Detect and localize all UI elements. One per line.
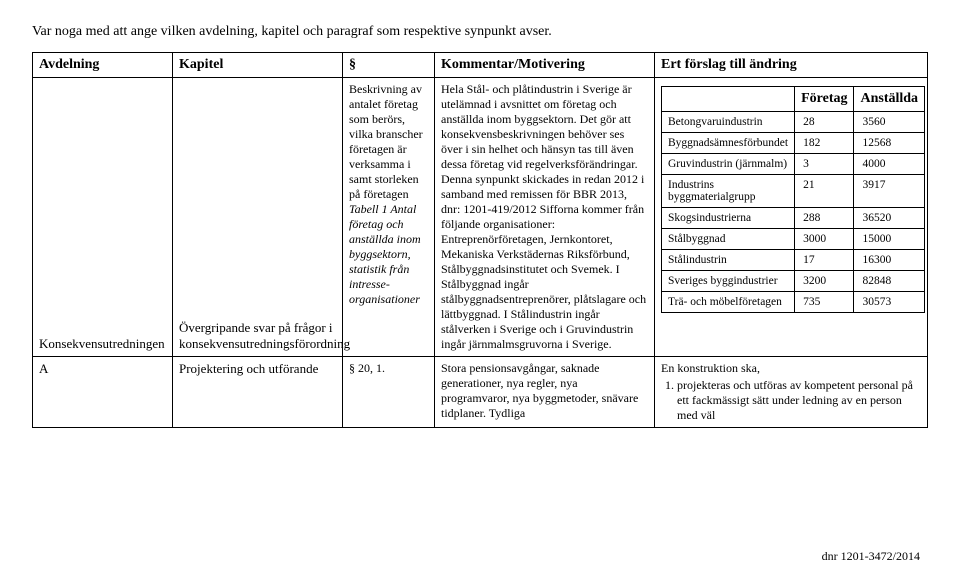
inner-row: Trä- och möbelföretagen73530573 [662, 292, 925, 313]
inner-row: Sveriges byggindustrier320082848 [662, 271, 925, 292]
inner-employees: 82848 [854, 271, 925, 292]
table-row: A Projektering och utförande § 20, 1. St… [33, 357, 928, 428]
inner-label: Sveriges byggindustrier [662, 271, 795, 292]
cell-forslag: Företag Anställda Betongvaruindustrin283… [655, 78, 928, 357]
inner-companies: 182 [795, 133, 854, 154]
cell-avdelning: A [33, 357, 173, 428]
intro-text: Var noga med att ange vilken avdelning, … [32, 24, 928, 40]
inner-label: Betongvaruindustrin [662, 112, 795, 133]
inner-employees: 36520 [854, 208, 925, 229]
inner-companies: 17 [795, 250, 854, 271]
cell-kapitel: Övergripande svar på frågor i konsekvens… [173, 78, 343, 357]
inner-row: Stålbyggnad300015000 [662, 229, 925, 250]
inner-label: Byggnadsämnesförbundet [662, 133, 795, 154]
inner-label: Industrins byggmaterialgrupp [662, 175, 795, 208]
cell-paragraph: Beskrivning av antalet företag som berör… [343, 78, 435, 357]
inner-row: Skogsindustrierna28836520 [662, 208, 925, 229]
inner-h3: Anställda [854, 87, 925, 112]
inner-h2: Företag [795, 87, 854, 112]
cell-kommentar: Hela Stål- och plåtindustrin i Sverige ä… [435, 78, 655, 357]
inner-employees: 16300 [854, 250, 925, 271]
inner-table: Företag Anställda Betongvaruindustrin283… [661, 86, 925, 313]
inner-label: Trä- och möbelföretagen [662, 292, 795, 313]
inner-employees: 3917 [854, 175, 925, 208]
inner-row: Betongvaruindustrin283560 [662, 112, 925, 133]
header-forslag: Ert förslag till ändring [655, 53, 928, 78]
inner-companies: 3 [795, 154, 854, 175]
cell-paragraph: § 20, 1. [343, 357, 435, 428]
inner-row: Gruvindustrin (järnmalm)34000 [662, 154, 925, 175]
inner-companies: 288 [795, 208, 854, 229]
inner-row: Stålindustrin1716300 [662, 250, 925, 271]
inner-companies: 21 [795, 175, 854, 208]
inner-label: Stålindustrin [662, 250, 795, 271]
inner-label: Stålbyggnad [662, 229, 795, 250]
forslag-item: projekteras och utföras av kompetent per… [677, 378, 921, 423]
cell-avdelning: Konsekvensutredningen [33, 78, 173, 357]
footer-dnr: dnr 1201-3472/2014 [822, 549, 920, 564]
inner-companies: 735 [795, 292, 854, 313]
inner-row: Byggnadsämnesförbundet18212568 [662, 133, 925, 154]
inner-employees: 30573 [854, 292, 925, 313]
desc-em: Tabell 1 Antal företag och anställda ino… [349, 202, 421, 306]
forslag-intro: En konstruktion ska, [661, 361, 760, 375]
cell-forslag: En konstruktion ska, projekteras och utf… [655, 357, 928, 428]
inner-row: Industrins byggmaterialgrupp213917 [662, 175, 925, 208]
main-table: Avdelning Kapitel § Kommentar/Motivering… [32, 52, 928, 428]
inner-employees: 15000 [854, 229, 925, 250]
header-kapitel: Kapitel [173, 53, 343, 78]
header-avdelning: Avdelning [33, 53, 173, 78]
inner-label: Gruvindustrin (järnmalm) [662, 154, 795, 175]
inner-companies: 3000 [795, 229, 854, 250]
inner-employees: 12568 [854, 133, 925, 154]
header-row: Avdelning Kapitel § Kommentar/Motivering… [33, 53, 928, 78]
header-paragraph: § [343, 53, 435, 78]
cell-kommentar: Stora pensionsavgångar, saknade generati… [435, 357, 655, 428]
inner-companies: 28 [795, 112, 854, 133]
inner-label: Skogsindustrierna [662, 208, 795, 229]
cell-kapitel: Projektering och utförande [173, 357, 343, 428]
inner-h1 [662, 87, 795, 112]
inner-employees: 3560 [854, 112, 925, 133]
inner-companies: 3200 [795, 271, 854, 292]
header-kommentar: Kommentar/Motivering [435, 53, 655, 78]
inner-employees: 4000 [854, 154, 925, 175]
table-row: Konsekvensutredningen Övergripande svar … [33, 78, 928, 357]
desc-pre: Beskrivning av antalet företag som berör… [349, 82, 423, 201]
